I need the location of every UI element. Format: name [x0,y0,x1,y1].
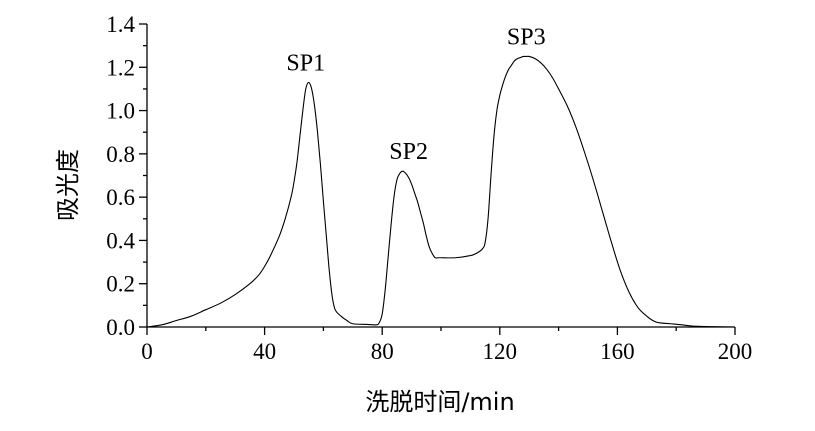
absorbance-curve [146,55,736,328]
peak-label-sp2: SP2 [389,139,428,165]
x-tick-label: 40 [253,339,276,364]
peak-annotations: SP1 SP2 SP3 [286,24,545,165]
y-tick-label: 1.4 [106,12,135,37]
x-axis-label: 洗脱时间/min [365,388,514,416]
y-tick-label: 0.0 [106,315,135,340]
y-tick-label: 0.4 [106,228,135,253]
axes [146,24,735,328]
peak-label-sp1: SP1 [286,50,325,76]
x-tick-label: 200 [718,339,753,364]
y-ticks: 0.0 0.2 0.4 0.6 0.8 1.0 1.2 1.4 [106,12,147,340]
y-tick-label: 0.8 [106,142,135,167]
y-tick-label: 0.6 [106,185,135,210]
x-tick-label: 0 [141,339,153,364]
y-tick-label: 1.2 [106,55,135,80]
y-tick-label: 1.0 [106,99,135,124]
y-axis-label: 吸光度 [54,149,82,221]
x-ticks: 0 40 80 120 160 200 [141,327,752,364]
x-tick-label: 120 [483,339,518,364]
x-tick-label: 80 [371,339,394,364]
y-tick-label: 0.2 [106,272,135,297]
peak-label-sp3: SP3 [507,24,546,50]
x-tick-label: 160 [600,339,635,364]
